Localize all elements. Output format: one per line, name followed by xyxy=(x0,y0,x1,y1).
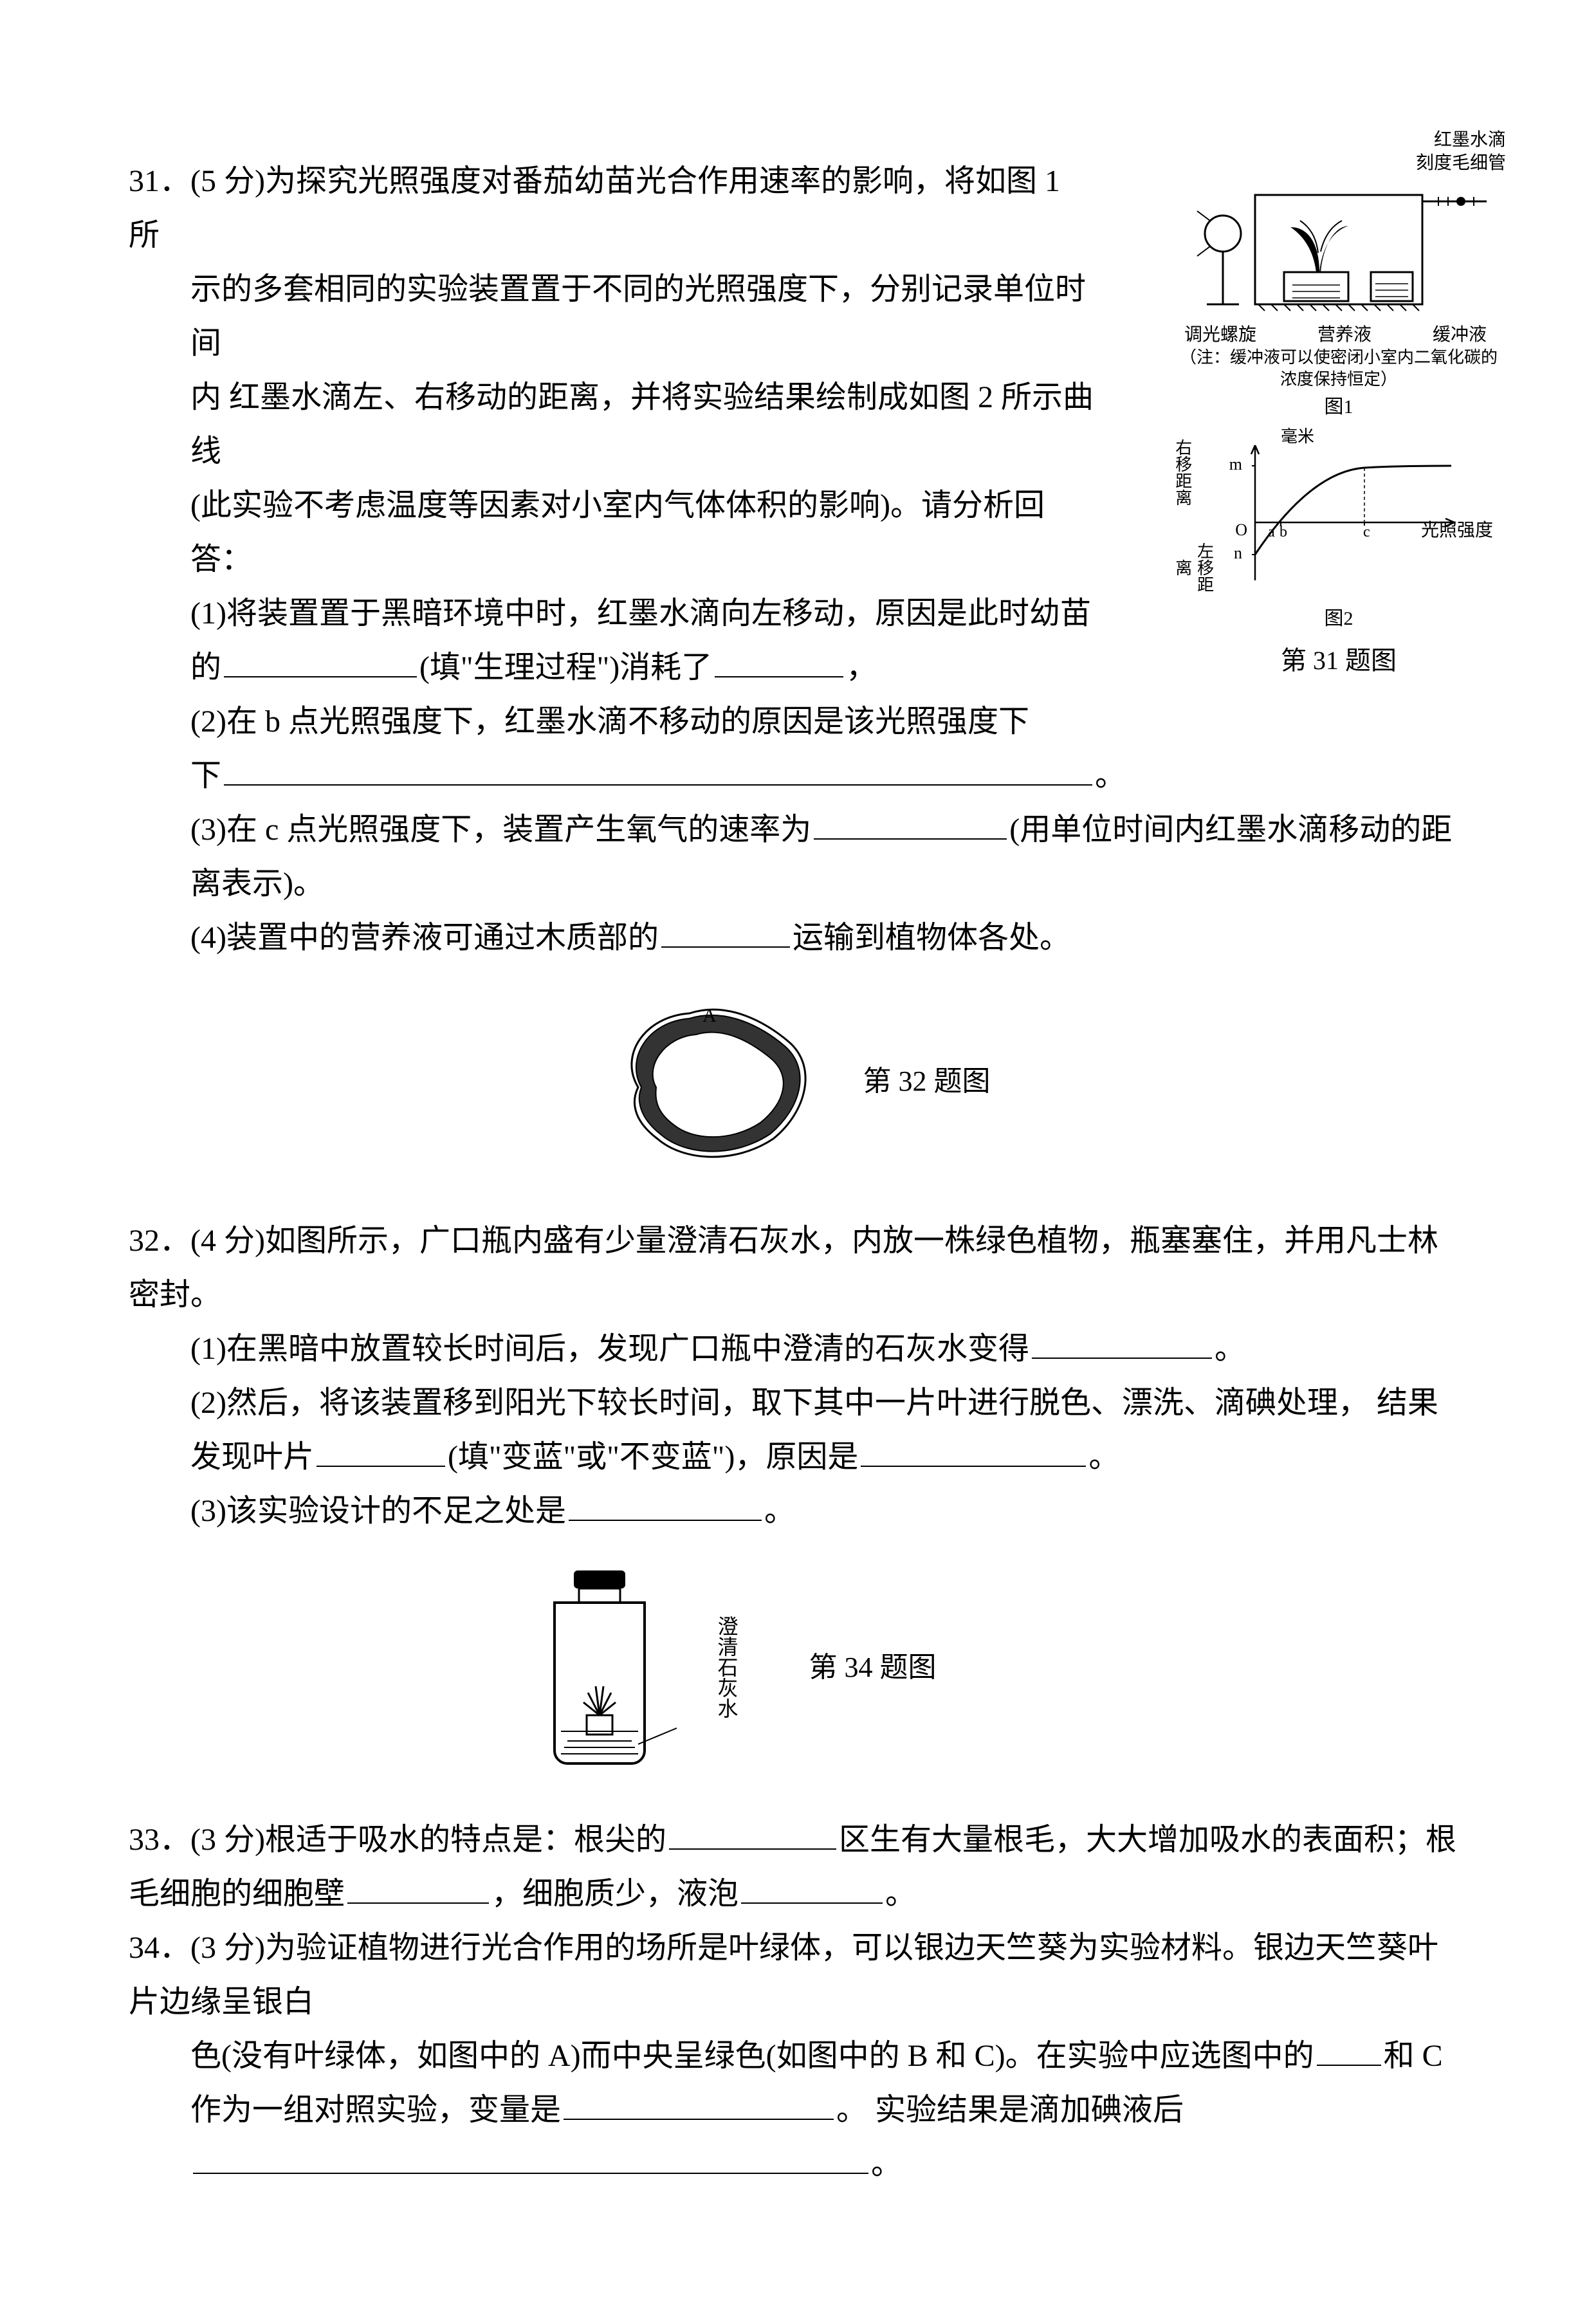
figure-34-jar-icon xyxy=(516,1564,683,1770)
q31-p4: (此实验不考虑温度等因素对小室内气体体积的影响)。请分析回答： xyxy=(129,479,1094,587)
blank xyxy=(669,1814,836,1850)
label-capillary: 刻度毛细管 xyxy=(1171,152,1506,175)
svg-text:O: O xyxy=(1235,520,1247,539)
label-y-top: 右移距离 xyxy=(1171,439,1193,506)
q31-p2: 示的多套相同的实验装置置于不同的光照强度下，分别记录单位时间 xyxy=(129,262,1094,371)
svg-text:m: m xyxy=(1229,455,1242,474)
blank xyxy=(224,642,417,677)
q31-s2a: (2)在 b 点光照强度下，红墨水滴不移动的原因是该光照强度下 xyxy=(129,695,1467,749)
label-dimmer: 调光螺旋 xyxy=(1184,324,1256,347)
figure-32-leaf-icon: A B C xyxy=(606,991,825,1171)
blank xyxy=(1032,1323,1212,1359)
label-nutrient: 营养液 xyxy=(1317,324,1371,347)
q31-s1a: (1)将装置置于黑暗环境中时，红墨水滴向左移动，原因是此时幼苗 xyxy=(129,587,1094,641)
blank xyxy=(661,912,790,948)
svg-text:b: b xyxy=(1280,524,1287,540)
figure-34: 澄清石灰水 第 34 题图 xyxy=(129,1564,1467,1787)
label-buffer: 缓冲液 xyxy=(1433,324,1487,347)
q32-number: 32．(4 分) xyxy=(129,1224,265,1258)
blank xyxy=(569,1486,762,1521)
blank xyxy=(741,1868,883,1904)
q33-number: 33．(3 分) xyxy=(129,1823,265,1857)
label-x: 光照强度 xyxy=(1421,519,1493,542)
svg-text:B: B xyxy=(702,1074,715,1095)
svg-text:A: A xyxy=(702,1005,717,1026)
q31-p3: 内 红墨水滴左、右移动的距离，并将实验结果绘制成如图 2 所示曲线 xyxy=(129,371,1094,479)
label-note: （注：缓冲液可以使密闭小室内二氧化碳的浓度保持恒定） xyxy=(1171,347,1506,391)
q32-s3: (3)该实验设计的不足之处是。 xyxy=(129,1484,1467,1538)
caption-31: 第 31 题图 xyxy=(1171,644,1506,677)
q34-p2: 色(没有叶绿体，如图中的 A)而中央呈绿色(如图中的 B 和 C)。在实验中应选… xyxy=(129,2029,1467,2191)
svg-text:c: c xyxy=(1363,524,1370,540)
q31-s4: (4)装置中的营养液可通过木质部的运输到植物体各处。 xyxy=(129,911,1467,965)
jar-label: 澄清石灰水 xyxy=(709,1616,745,1718)
figure-31-graph-icon: m n O a b c xyxy=(1197,432,1480,600)
label-ink: 红墨水滴 xyxy=(1171,129,1506,152)
blank xyxy=(1317,2030,1381,2066)
svg-text:n: n xyxy=(1234,544,1242,562)
q31-s3: (3)在 c 点光照强度下，装置产生氧气的速率为(用单位时间内红墨水滴移动的距离… xyxy=(129,803,1467,911)
blank xyxy=(316,1432,445,1467)
blank xyxy=(861,1432,1086,1467)
blank xyxy=(193,2139,868,2174)
label-y-unit: 毫米 xyxy=(1281,426,1314,448)
blank xyxy=(814,804,1007,840)
caption-32: 第 32 题图 xyxy=(863,1056,991,1106)
figure-31: 红墨水滴 刻度毛细管 调光螺 xyxy=(1171,129,1506,677)
figure-31-apparatus-icon xyxy=(1184,176,1493,324)
label-fig1: 图1 xyxy=(1171,394,1506,419)
blank xyxy=(715,642,843,677)
q34-line: 34．(3 分)为验证植物进行光合作用的场所是叶绿体，可以银边天竺葵为实验材料。… xyxy=(129,1921,1467,2029)
blank xyxy=(564,2085,834,2120)
q31-line: 31．(5 分)为探究光照强度对番茄幼苗光合作用速率的影响，将如图 1 所 xyxy=(129,154,1094,262)
caption-34: 第 34 题图 xyxy=(809,1643,937,1692)
q32-line: 32．(4 分)如图所示，广口瓶内盛有少量澄清石灰水，内放一株绿色植物，瓶塞塞住… xyxy=(129,1214,1467,1322)
q31-number: 31．(5 分) xyxy=(129,164,265,198)
svg-text:a: a xyxy=(1268,524,1275,540)
label-fig2: 图2 xyxy=(1171,606,1506,631)
label-y-bot: 左移距离 xyxy=(1171,535,1215,600)
blank xyxy=(347,1868,489,1904)
q31-s2b: 下。 xyxy=(129,749,1467,803)
q32-s2: (2)然后，将该装置移到阳光下较长时间，取下其中一片叶进行脱色、漂洗、滴碘处理，… xyxy=(129,1376,1467,1484)
blank xyxy=(224,750,1092,786)
figure-32: A B C 第 32 题图 xyxy=(129,991,1467,1188)
q34-number: 34．(3 分) xyxy=(129,1931,265,1965)
q33-line: 33．(3 分)根适于吸水的特点是：根尖的区生有大量根毛，大大增加吸水的表面积；… xyxy=(129,1813,1467,1921)
q32-s1: (1)在黑暗中放置较长时间后，发现广口瓶中澄清的石灰水变得。 xyxy=(129,1322,1467,1376)
